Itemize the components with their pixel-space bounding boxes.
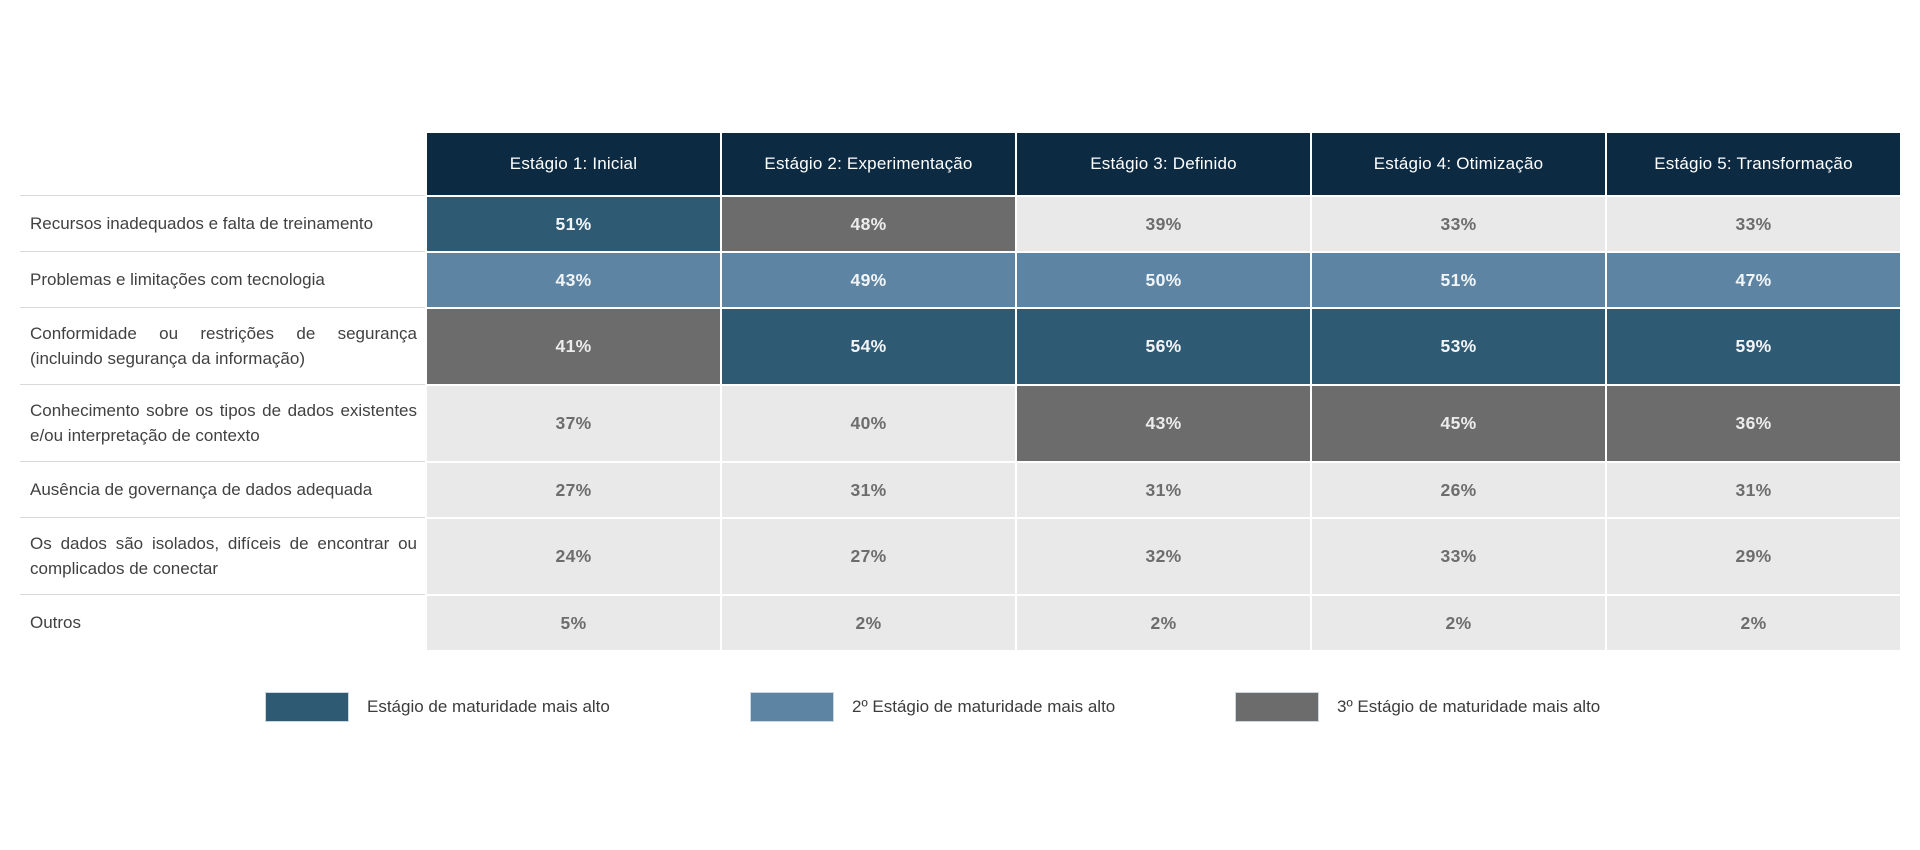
value-cell: 53%	[1310, 307, 1605, 384]
value-cell: 2%	[1310, 594, 1605, 650]
legend-label: 2º Estágio de maturidade mais alto	[852, 697, 1116, 716]
value-cell: 51%	[1310, 251, 1605, 307]
value-cell: 31%	[1015, 461, 1310, 517]
row-label: Problemas e limitações com tecnologia	[20, 251, 425, 307]
row-label: Recursos inadequados e falta de treiname…	[20, 195, 425, 251]
row-label: Conformidade ou restrições de segurança …	[20, 307, 425, 384]
column-header-stage-5: Estágio 5: Transformação	[1605, 133, 1900, 195]
legend-swatch	[750, 692, 834, 722]
value-cell: 27%	[720, 517, 1015, 594]
value-cell: 40%	[720, 384, 1015, 461]
value-cell: 43%	[1015, 384, 1310, 461]
column-header-stage-2: Estágio 2: Experimentação	[720, 133, 1015, 195]
column-header-stage-4: Estágio 4: Otimização	[1310, 133, 1605, 195]
legend: Estágio de maturidade mais alto 2º Estági…	[265, 692, 1720, 722]
value-cell: 29%	[1605, 517, 1900, 594]
value-cell: 50%	[1015, 251, 1310, 307]
legend-label: Estágio de maturidade mais alto	[367, 697, 610, 716]
value-cell: 5%	[425, 594, 720, 650]
value-cell: 39%	[1015, 195, 1310, 251]
value-cell: 2%	[720, 594, 1015, 650]
row-label: Ausência de governança de dados adequada	[20, 461, 425, 517]
row-label-text: Problemas e limitações com tecnologia	[30, 269, 325, 289]
column-header-stage-1: Estágio 1: Inicial	[425, 133, 720, 195]
value-cell: 37%	[425, 384, 720, 461]
value-cell: 49%	[720, 251, 1015, 307]
row-label-text: Outros	[30, 612, 82, 632]
legend-item: 3º Estágio de maturidade mais alto	[1235, 692, 1720, 722]
value-cell: 27%	[425, 461, 720, 517]
value-cell: 33%	[1605, 195, 1900, 251]
value-cell: 54%	[720, 307, 1015, 384]
legend-item: 2º Estágio de maturidade mais alto	[750, 692, 1235, 722]
value-cell: 31%	[1605, 461, 1900, 517]
legend-item: Estágio de maturidade mais alto	[265, 692, 750, 722]
value-cell: 2%	[1015, 594, 1310, 650]
value-cell: 33%	[1310, 195, 1605, 251]
row-label-text: Os dados são isolados, difíceis de encon…	[30, 533, 417, 579]
row-label: Outros	[20, 594, 425, 650]
value-cell: 59%	[1605, 307, 1900, 384]
legend-swatch	[1235, 692, 1319, 722]
value-cell: 26%	[1310, 461, 1605, 517]
row-label: Os dados são isolados, difíceis de encon…	[20, 517, 425, 594]
row-label-text: Recursos inadequados e falta de treiname…	[30, 213, 374, 233]
value-cell: 47%	[1605, 251, 1900, 307]
value-cell: 51%	[425, 195, 720, 251]
legend-swatch	[265, 692, 349, 722]
value-cell: 36%	[1605, 384, 1900, 461]
table-corner-spacer	[20, 133, 425, 195]
value-cell: 41%	[425, 307, 720, 384]
row-label: Conhecimento sobre os tipos de dados exi…	[20, 384, 425, 461]
column-header-stage-3: Estágio 3: Definido	[1015, 133, 1310, 195]
value-cell: 31%	[720, 461, 1015, 517]
legend-label: 3º Estágio de maturidade mais alto	[1337, 697, 1601, 716]
row-label-text: Ausência de governança de dados adequada	[30, 479, 373, 499]
value-cell: 2%	[1605, 594, 1900, 650]
row-label-text: Conformidade ou restrições de segurança …	[30, 323, 417, 369]
row-label-text: Conhecimento sobre os tipos de dados exi…	[30, 400, 417, 446]
maturity-table: Estágio 1: Inicial Estágio 2: Experimenta…	[20, 133, 1900, 650]
value-cell: 56%	[1015, 307, 1310, 384]
value-cell: 48%	[720, 195, 1015, 251]
value-cell: 32%	[1015, 517, 1310, 594]
value-cell: 45%	[1310, 384, 1605, 461]
value-cell: 24%	[425, 517, 720, 594]
value-cell: 33%	[1310, 517, 1605, 594]
value-cell: 43%	[425, 251, 720, 307]
